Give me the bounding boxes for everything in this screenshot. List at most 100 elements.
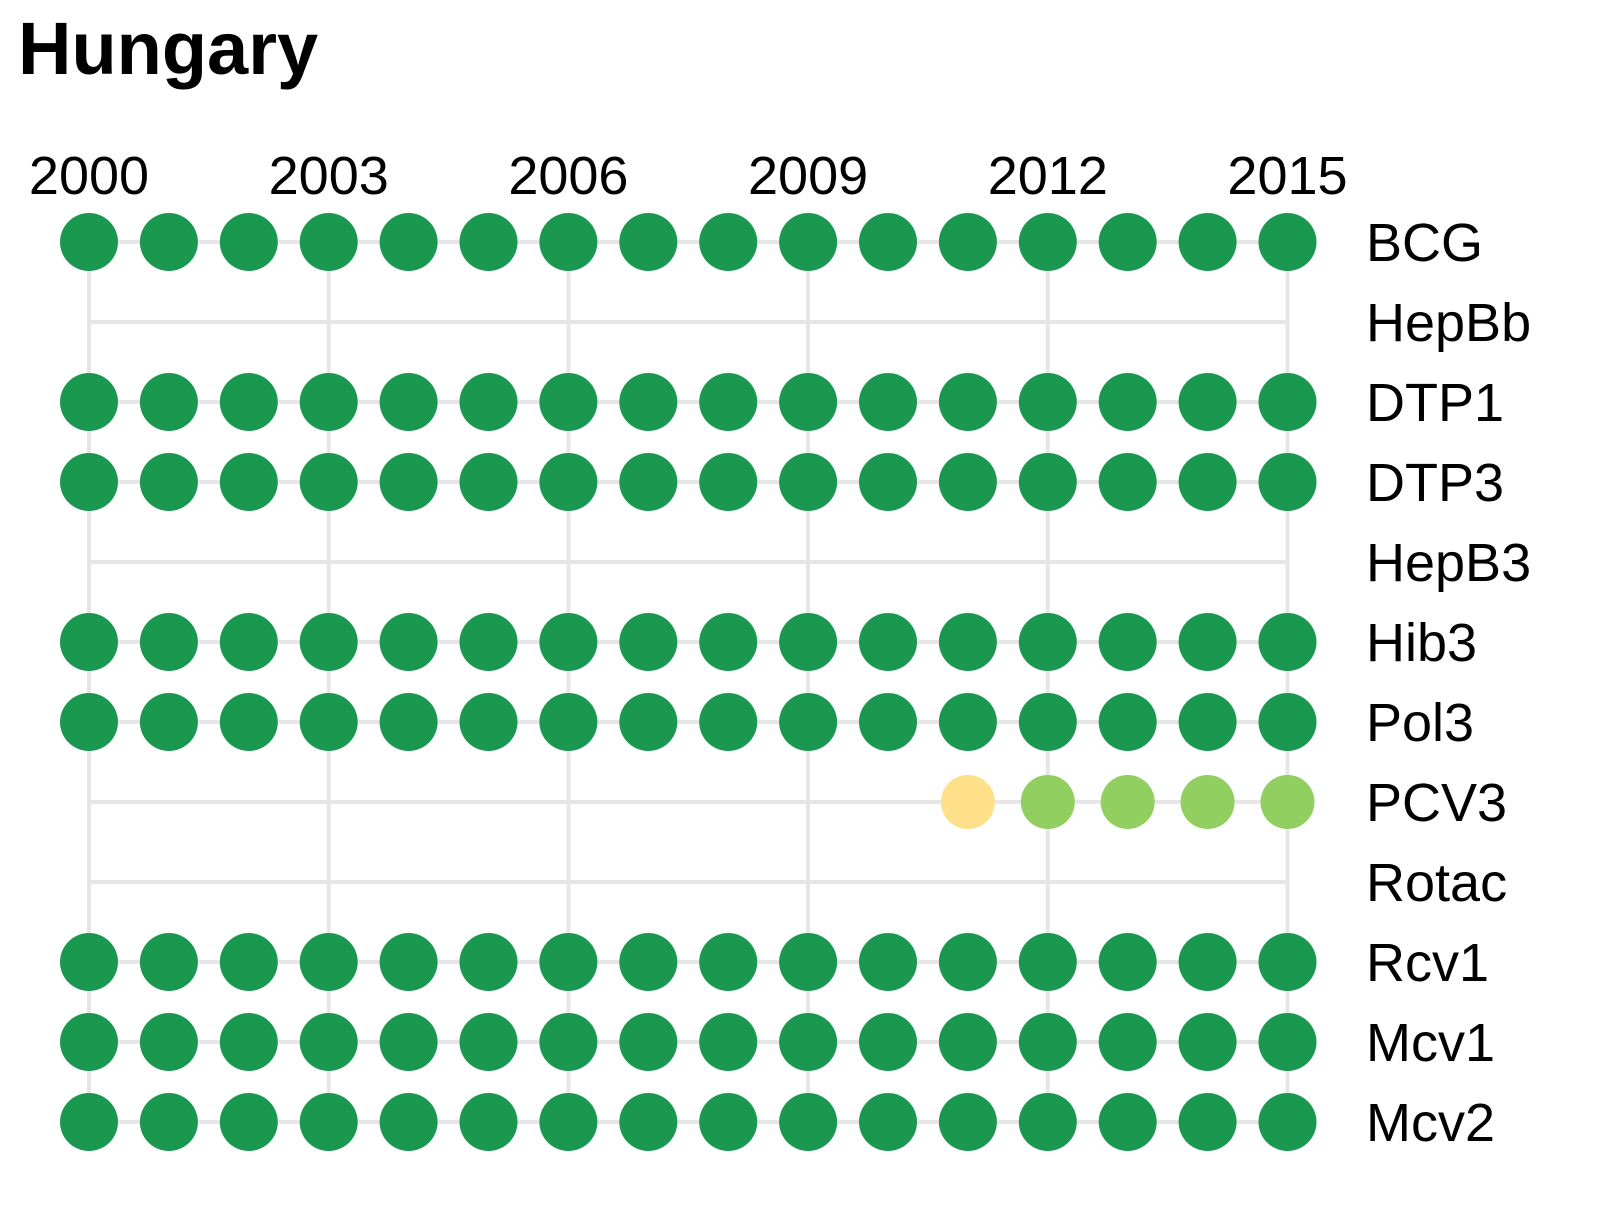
row-label-DTP1: DTP1	[1366, 373, 1504, 433]
dot-BCG-2008	[699, 213, 758, 271]
dot-DTP3-2004	[379, 453, 438, 511]
dot-Pol3-2005	[459, 693, 518, 751]
dot-Rcv1-2011	[938, 933, 997, 991]
dot-Mcv1-2011	[938, 1013, 997, 1071]
dot-Rcv1-2008	[699, 933, 758, 991]
row-label-HepBb: HepBb	[1366, 293, 1531, 353]
dot-Mcv1-2010	[859, 1013, 917, 1071]
dot-BCG-2003	[299, 213, 358, 271]
dot-Mcv2-2003	[299, 1093, 358, 1151]
row-label-Mcv2: Mcv2	[1366, 1093, 1495, 1153]
x-tick-label-2000: 2000	[29, 146, 149, 206]
dot-Mcv1-2015	[1258, 1013, 1317, 1071]
dot-DTP1-2013	[1098, 373, 1157, 431]
dot-Pol3-2004	[379, 693, 438, 751]
dot-BCG-2013	[1098, 213, 1157, 271]
dot-Rcv1-2006	[539, 933, 598, 991]
row-label-Mcv1: Mcv1	[1366, 1013, 1495, 1073]
dot-Hib3-2011	[938, 613, 997, 671]
dot-BCG-2001	[139, 213, 198, 271]
dot-Hib3-2013	[1098, 613, 1157, 671]
grid-layer	[87, 240, 1290, 1124]
dot-Mcv1-2013	[1098, 1013, 1157, 1071]
dot-DTP3-2015	[1258, 453, 1317, 511]
row-label-DTP3: DTP3	[1366, 453, 1504, 513]
dot-Mcv2-2010	[859, 1093, 917, 1151]
dot-Hib3-2015	[1258, 613, 1317, 671]
x-tick-labels: 2000 2003 2006 2009 2012 2015	[29, 146, 1348, 206]
dot-DTP1-2009	[779, 373, 838, 431]
dot-Hib3-2003	[299, 613, 358, 671]
dot-Hib3-2010	[859, 613, 917, 671]
dot-Hib3-2009	[779, 613, 838, 671]
dot-DTP3-2014	[1178, 453, 1237, 511]
dot-Mcv1-2001	[139, 1013, 198, 1071]
dot-Mcv2-2011	[938, 1093, 997, 1151]
x-tick-label-2009: 2009	[748, 146, 868, 206]
dot-DTP1-2012	[1018, 373, 1077, 431]
dot-DTP3-2013	[1098, 453, 1157, 511]
dot-Hib3-2005	[459, 613, 518, 671]
dot-Mcv2-2007	[619, 1093, 678, 1151]
dot-Rcv1-2005	[459, 933, 518, 991]
dot-DTP3-2005	[459, 453, 518, 511]
dot-DTP1-2005	[459, 373, 518, 431]
dot-Pol3-2012	[1018, 693, 1077, 751]
dot-Mcv2-2014	[1178, 1093, 1237, 1151]
dot-Mcv2-2012	[1018, 1093, 1077, 1151]
dot-Rcv1-2014	[1178, 933, 1237, 991]
dot-DTP1-2015	[1258, 373, 1317, 431]
dot-Pol3-2009	[779, 693, 838, 751]
dot-BCG-2005	[459, 213, 518, 271]
dot-Pol3-2014	[1178, 693, 1237, 751]
dot-PCV3-2015	[1260, 775, 1315, 829]
dot-DTP1-2000	[60, 373, 118, 431]
dot-DTP1-2002	[219, 373, 278, 431]
dot-DTP3-2006	[539, 453, 598, 511]
dot-BCG-2002	[219, 213, 278, 271]
dot-Rcv1-2002	[219, 933, 278, 991]
dot-BCG-2011	[938, 213, 997, 271]
dot-BCG-2004	[379, 213, 438, 271]
dot-Mcv1-2012	[1018, 1013, 1077, 1071]
dot-BCG-2000	[60, 213, 118, 271]
dot-BCG-2010	[859, 213, 917, 271]
dot-DTP3-2003	[299, 453, 358, 511]
dot-Mcv2-2006	[539, 1093, 598, 1151]
dot-Rcv1-2009	[779, 933, 838, 991]
dot-DTP3-2007	[619, 453, 678, 511]
dot-Mcv2-2015	[1258, 1093, 1317, 1151]
dot-Mcv2-2004	[379, 1093, 438, 1151]
dot-Mcv1-2003	[299, 1013, 358, 1071]
row-label-Rotac: Rotac	[1366, 853, 1507, 913]
dot-Mcv1-2014	[1178, 1013, 1237, 1071]
dot-Pol3-2010	[859, 693, 917, 751]
row-label-PCV3: PCV3	[1366, 773, 1507, 833]
dot-Mcv1-2004	[379, 1013, 438, 1071]
dot-BCG-2015	[1258, 213, 1317, 271]
dot-Pol3-2000	[60, 693, 118, 751]
dot-Rcv1-2013	[1098, 933, 1157, 991]
dot-Mcv1-2008	[699, 1013, 758, 1071]
row-label-HepB3: HepB3	[1366, 533, 1531, 593]
dot-DTP1-2006	[539, 373, 598, 431]
x-tick-label-2006: 2006	[508, 146, 628, 206]
x-tick-label-2003: 2003	[269, 146, 389, 206]
dot-DTP1-2010	[859, 373, 917, 431]
dot-Pol3-2015	[1258, 693, 1317, 751]
dot-Rcv1-2004	[379, 933, 438, 991]
dot-BCG-2009	[779, 213, 838, 271]
dot-Mcv1-2005	[459, 1013, 518, 1071]
x-tick-label-2012: 2012	[988, 146, 1108, 206]
dot-Pol3-2002	[219, 693, 278, 751]
row-label-BCG: BCG	[1366, 213, 1483, 273]
dot-Hib3-2014	[1178, 613, 1237, 671]
dot-Mcv2-2002	[219, 1093, 278, 1151]
dot-Pol3-2007	[619, 693, 678, 751]
dot-DTP1-2004	[379, 373, 438, 431]
dot-DTP3-2009	[779, 453, 838, 511]
dot-BCG-2007	[619, 213, 678, 271]
dot-Hib3-2006	[539, 613, 598, 671]
dot-DTP1-2011	[938, 373, 997, 431]
